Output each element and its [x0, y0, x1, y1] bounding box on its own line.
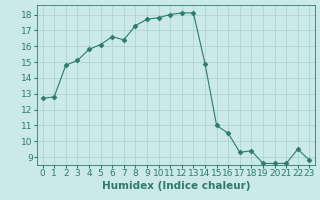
X-axis label: Humidex (Indice chaleur): Humidex (Indice chaleur)	[102, 181, 250, 191]
